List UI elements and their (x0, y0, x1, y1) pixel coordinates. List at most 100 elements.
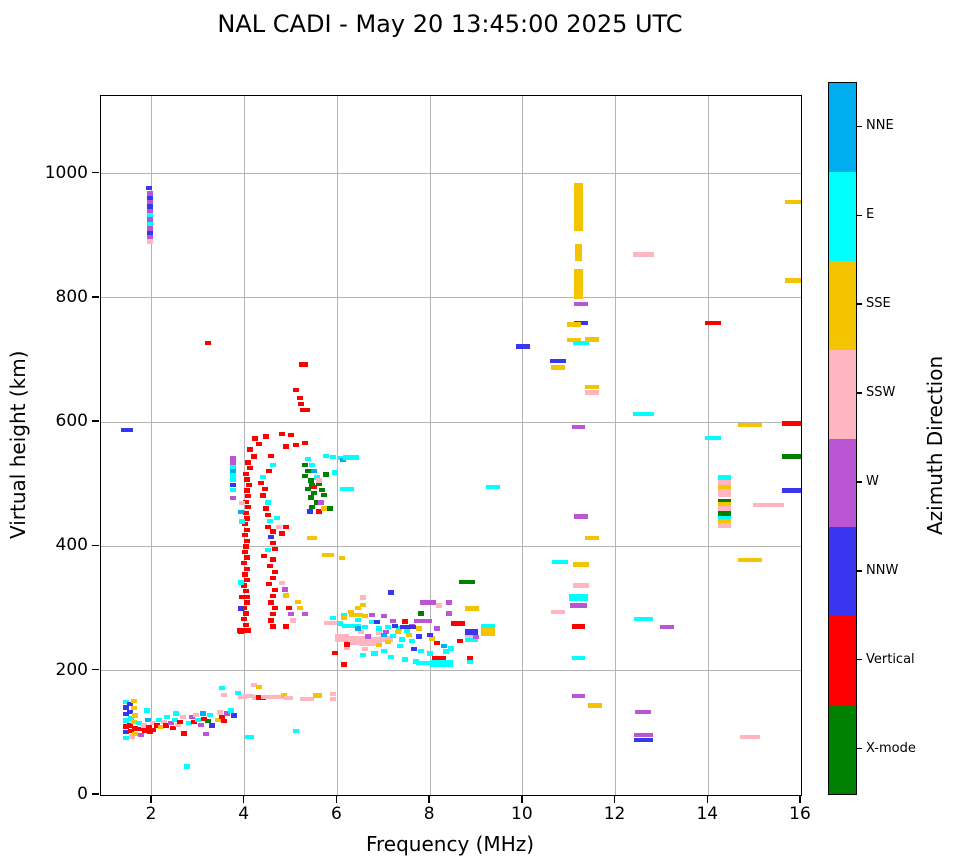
echo-point (465, 629, 479, 636)
x-tick-label: 16 (789, 804, 811, 824)
echo-point (244, 505, 251, 510)
echo-point (150, 727, 157, 732)
echo-point (380, 632, 387, 637)
echo-point (341, 613, 348, 618)
colorbar-label: Azimuth Direction (923, 355, 947, 535)
echo-point (459, 579, 476, 585)
echo-point (121, 428, 133, 433)
echo-point (632, 411, 654, 417)
echo-point (127, 723, 134, 728)
echo-point (271, 569, 278, 575)
echo-point (301, 474, 308, 479)
echo-point (413, 618, 433, 624)
echo-point (209, 723, 216, 728)
echo-point (318, 487, 325, 493)
gridline-vertical (336, 96, 338, 795)
echo-point (245, 493, 252, 499)
echo-point (304, 469, 311, 474)
echo-point (571, 655, 586, 660)
echo-point (704, 435, 722, 440)
echo-point (369, 612, 376, 617)
echo-point (380, 613, 387, 619)
echo-point (376, 626, 383, 631)
echo-point (173, 711, 180, 716)
gridline-vertical (522, 96, 524, 795)
echo-point (717, 502, 732, 507)
echo-point (307, 478, 314, 483)
echo-point (144, 708, 151, 713)
echo-point (288, 433, 295, 438)
colorbar-category-label: NNE (866, 118, 894, 134)
colorbar-category-label: NNW (866, 562, 899, 578)
echo-point (339, 457, 346, 463)
echo-point (161, 719, 168, 724)
echo-point (573, 301, 588, 307)
y-axis-tick (92, 420, 99, 422)
echo-point (339, 556, 346, 561)
echo-point (785, 278, 801, 283)
echo-point (131, 705, 138, 711)
colorbar-segment-vertical (829, 616, 856, 706)
echo-point (227, 708, 234, 713)
x-tick-label: 12 (603, 804, 626, 824)
echo-point (551, 559, 569, 565)
echo-point (200, 717, 207, 722)
echo-point (283, 444, 290, 449)
echo-point (271, 546, 278, 552)
echo-point (427, 632, 434, 637)
echo-point (250, 682, 257, 688)
echo-point (122, 712, 129, 717)
echo-point (399, 625, 416, 630)
echo-point (585, 535, 600, 540)
gridline-vertical (429, 96, 431, 795)
x-axis-label: Frequency (MHz) (365, 832, 535, 856)
echo-point (263, 506, 270, 511)
echo-point (131, 699, 138, 704)
echo-point (267, 518, 274, 524)
echo-point (574, 268, 583, 299)
echo-point (451, 621, 465, 626)
echo-point (264, 548, 271, 553)
echo-point (785, 200, 801, 205)
y-tick-label: 0 (77, 784, 88, 804)
echo-point (260, 474, 267, 480)
colorbar-tick (856, 214, 862, 217)
x-tick-label: 4 (238, 804, 250, 824)
echo-point (146, 204, 153, 209)
echo-point (315, 478, 322, 483)
echo-point (136, 720, 143, 726)
echo-point (149, 720, 156, 726)
echo-point (229, 495, 236, 501)
azimuth-colorbar (828, 82, 857, 795)
echo-point (244, 538, 251, 544)
echo-point (465, 638, 479, 643)
echo-point (307, 495, 314, 500)
echo-point (383, 630, 390, 635)
echo-point (320, 492, 327, 498)
echo-point (717, 511, 732, 517)
echo-point (262, 434, 269, 439)
echo-point (415, 634, 422, 639)
echo-point (255, 684, 262, 690)
echo-point (515, 344, 530, 349)
echo-point (410, 646, 417, 652)
x-axis-tick (242, 796, 245, 803)
echo-point (362, 613, 369, 619)
echo-point (255, 441, 262, 447)
echo-point (585, 384, 600, 389)
colorbar-tick (856, 481, 862, 483)
echo-point (481, 624, 496, 629)
echo-point (229, 464, 236, 470)
echo-point (244, 577, 251, 583)
echo-point (181, 731, 188, 736)
echo-point (241, 572, 248, 577)
echo-point (355, 617, 362, 622)
echo-point (634, 737, 653, 742)
echo-point (417, 611, 424, 616)
echo-point (264, 525, 271, 530)
echo-point (572, 583, 589, 588)
echo-point (717, 506, 732, 511)
echo-point (566, 322, 581, 327)
plot-area (100, 95, 802, 796)
echo-point (179, 714, 186, 719)
